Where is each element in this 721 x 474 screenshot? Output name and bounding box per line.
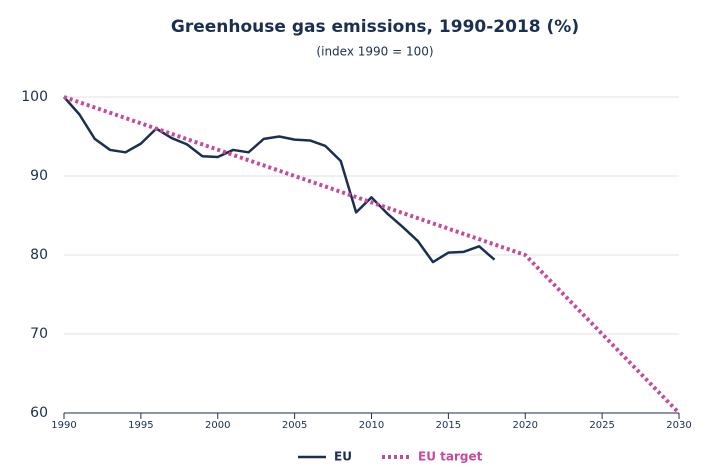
chart-title: Greenhouse gas emissions, 1990-2018 (%) xyxy=(171,17,579,37)
x-tick-label: 1990 xyxy=(51,420,76,431)
legend-label: EU target xyxy=(418,450,483,464)
x-tick-label: 2020 xyxy=(513,420,538,431)
series-line xyxy=(63,95,681,415)
y-tick-label: 90 xyxy=(30,168,48,184)
chart-subtitle: (index 1990 = 100) xyxy=(316,45,433,59)
x-tick-label: 2010 xyxy=(359,420,384,431)
x-tick-label: 2000 xyxy=(205,420,230,431)
y-tick-label: 80 xyxy=(30,247,48,263)
series-line xyxy=(63,96,496,264)
x-tick-label: 2025 xyxy=(589,420,614,431)
x-tick-label: 2030 xyxy=(666,420,691,431)
y-tick-label: 100 xyxy=(21,89,48,105)
x-tick-label: 2005 xyxy=(282,420,307,431)
y-tick-label: 60 xyxy=(30,405,48,421)
x-tick-label: 1995 xyxy=(128,420,153,431)
y-tick-label: 70 xyxy=(30,326,48,342)
x-tick-label: 2015 xyxy=(436,420,461,431)
legend-label: EU xyxy=(334,450,352,464)
